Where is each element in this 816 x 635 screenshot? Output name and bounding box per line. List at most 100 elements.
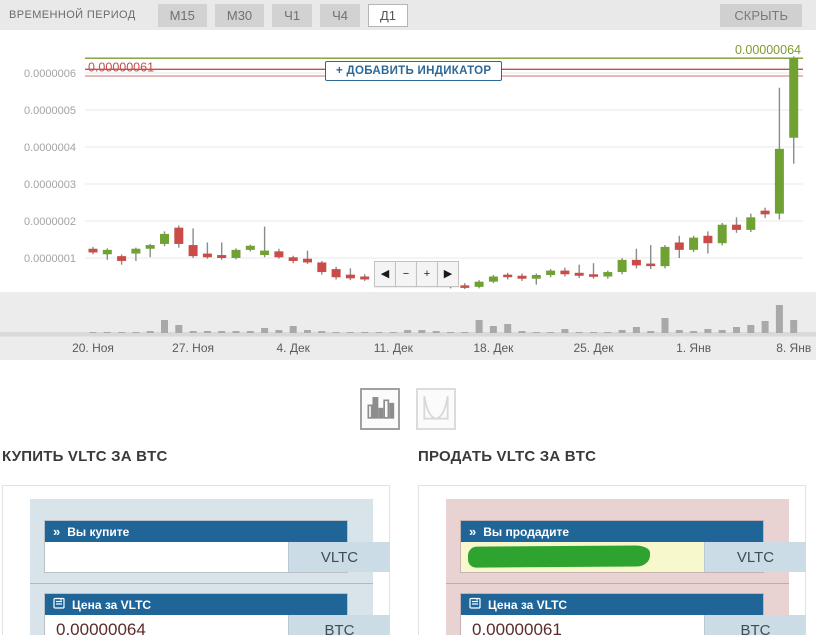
- period-d1-button[interactable]: Д1: [367, 3, 409, 27]
- volume-bar: [189, 331, 197, 333]
- candle: [746, 217, 756, 230]
- volume-bar: [318, 331, 326, 333]
- volume-bar: [432, 331, 440, 333]
- candle: [474, 281, 484, 287]
- volume-bar: [361, 332, 369, 333]
- chart-scroll-left-button[interactable]: ◀: [374, 261, 396, 287]
- price-chart-area: 0.0000001 0.0000002 0.0000003 0.0000004 0.00…: [0, 30, 816, 360]
- candle: [160, 233, 169, 244]
- candle: [117, 256, 127, 261]
- volume-bar: [518, 331, 526, 333]
- sell-price-row: BTC: [461, 615, 806, 635]
- buy-price-label: Цена за VLTC: [72, 597, 152, 612]
- volume-bar: [275, 330, 283, 333]
- sell-column: ПРОДАТЬ VLTC ЗА BTC » Вы продадите VLTC: [418, 448, 806, 635]
- buy-price-input[interactable]: [45, 615, 288, 635]
- candle: [202, 253, 212, 258]
- candle: [245, 245, 255, 250]
- volume-bar: [647, 331, 655, 333]
- volume-bar: [475, 320, 483, 333]
- double-angle-icon: »: [53, 524, 61, 539]
- sell-price-input[interactable]: [461, 615, 704, 635]
- volume-bar: [246, 331, 254, 333]
- volume-bar: [118, 332, 126, 333]
- candle: [789, 58, 799, 138]
- x-axis-label: 18. Дек: [473, 341, 514, 355]
- svg-text:0.0000006: 0.0000006: [24, 68, 76, 80]
- add-indicator-button[interactable]: + ДОБАВИТЬ ИНДИКАТОР: [325, 61, 503, 81]
- candle: [531, 275, 541, 279]
- volume-bar: [418, 330, 426, 333]
- volume-bar: [461, 332, 469, 333]
- candle: [274, 251, 284, 258]
- chart-zoom-in-button[interactable]: +: [416, 261, 438, 287]
- candle: [703, 235, 713, 244]
- period-m30-button[interactable]: М30: [214, 3, 265, 27]
- volume-bar: [532, 332, 540, 333]
- sell-price-group: Цена за VLTC BTC: [460, 593, 806, 635]
- candle: [145, 245, 155, 249]
- volume-bar: [575, 332, 583, 333]
- chart-zoom-out-button[interactable]: −: [395, 261, 417, 287]
- sell-price-label: Цена за VLTC: [488, 597, 568, 612]
- volume-bar: [304, 330, 311, 333]
- period-h1-button[interactable]: Ч1: [272, 3, 313, 27]
- sell-amount-unit: VLTC: [704, 542, 806, 572]
- candle: [589, 274, 598, 277]
- candle: [488, 276, 498, 282]
- trade-panels: КУПИТЬ VLTC ЗА BTC » Вы купите VLTC: [0, 448, 816, 635]
- buy-price-row: BTC: [45, 615, 390, 635]
- volume-bar: [447, 332, 454, 333]
- volume-bar: [332, 332, 340, 333]
- ledger-icon: [469, 597, 481, 612]
- candlestick-view-button[interactable]: [360, 388, 400, 430]
- candle: [574, 272, 584, 276]
- line-view-button[interactable]: [416, 388, 456, 430]
- buy-amount-group: » Вы купите VLTC: [44, 520, 390, 573]
- buy-amount-input[interactable]: [45, 542, 288, 572]
- buy-form: » Вы купите VLTC: [30, 499, 390, 635]
- candle: [631, 259, 641, 266]
- bid-price-label: 0.00000061: [88, 60, 154, 74]
- candle: [517, 275, 527, 279]
- volume-bar: [547, 332, 555, 333]
- volume-bar: [132, 332, 140, 333]
- ask-price-label: 0.00000064: [735, 43, 801, 57]
- volume-bar: [261, 328, 269, 333]
- buy-panel-box: » Вы купите VLTC: [2, 485, 390, 635]
- period-h4-button[interactable]: Ч4: [320, 3, 360, 27]
- candle: [503, 274, 513, 278]
- volume-bar: [404, 330, 412, 333]
- chart-nav-group: ◀ − + ▶: [374, 261, 459, 287]
- volume-bar: [161, 320, 168, 333]
- hide-chart-button[interactable]: СКРЫТЬ: [720, 3, 802, 27]
- sell-form: » Вы продадите VLTC: [446, 499, 806, 635]
- volume-bar: [632, 327, 640, 333]
- sell-amount-header: » Вы продадите: [461, 521, 763, 542]
- candle: [217, 255, 227, 258]
- volume-bar: [561, 329, 569, 333]
- candle: [674, 242, 684, 250]
- candle: [331, 269, 341, 278]
- sell-amount-row: VLTC: [461, 542, 806, 572]
- volume-bar: [590, 332, 597, 333]
- volume-bar: [690, 331, 698, 333]
- volume-bar: [218, 331, 226, 333]
- candle: [102, 249, 112, 255]
- svg-text:0.0000003: 0.0000003: [24, 179, 76, 191]
- period-m15-button[interactable]: М15: [157, 3, 207, 27]
- form-separator: [30, 583, 373, 584]
- candle: [732, 224, 741, 230]
- buy-price-group: Цена за VLTC BTC: [44, 593, 390, 635]
- x-axis-label: 27. Ноя: [172, 341, 214, 355]
- buy-price-unit: BTC: [288, 615, 390, 635]
- candle: [717, 224, 727, 244]
- sell-amount-label: Вы продадите: [483, 524, 570, 539]
- candle: [231, 249, 241, 258]
- sell-amount-input[interactable]: [461, 542, 704, 572]
- buy-price-header: Цена за VLTC: [45, 594, 347, 615]
- chart-scroll-right-button[interactable]: ▶: [437, 261, 459, 287]
- volume-bar: [103, 332, 111, 333]
- candle: [689, 237, 699, 250]
- candle: [760, 210, 770, 215]
